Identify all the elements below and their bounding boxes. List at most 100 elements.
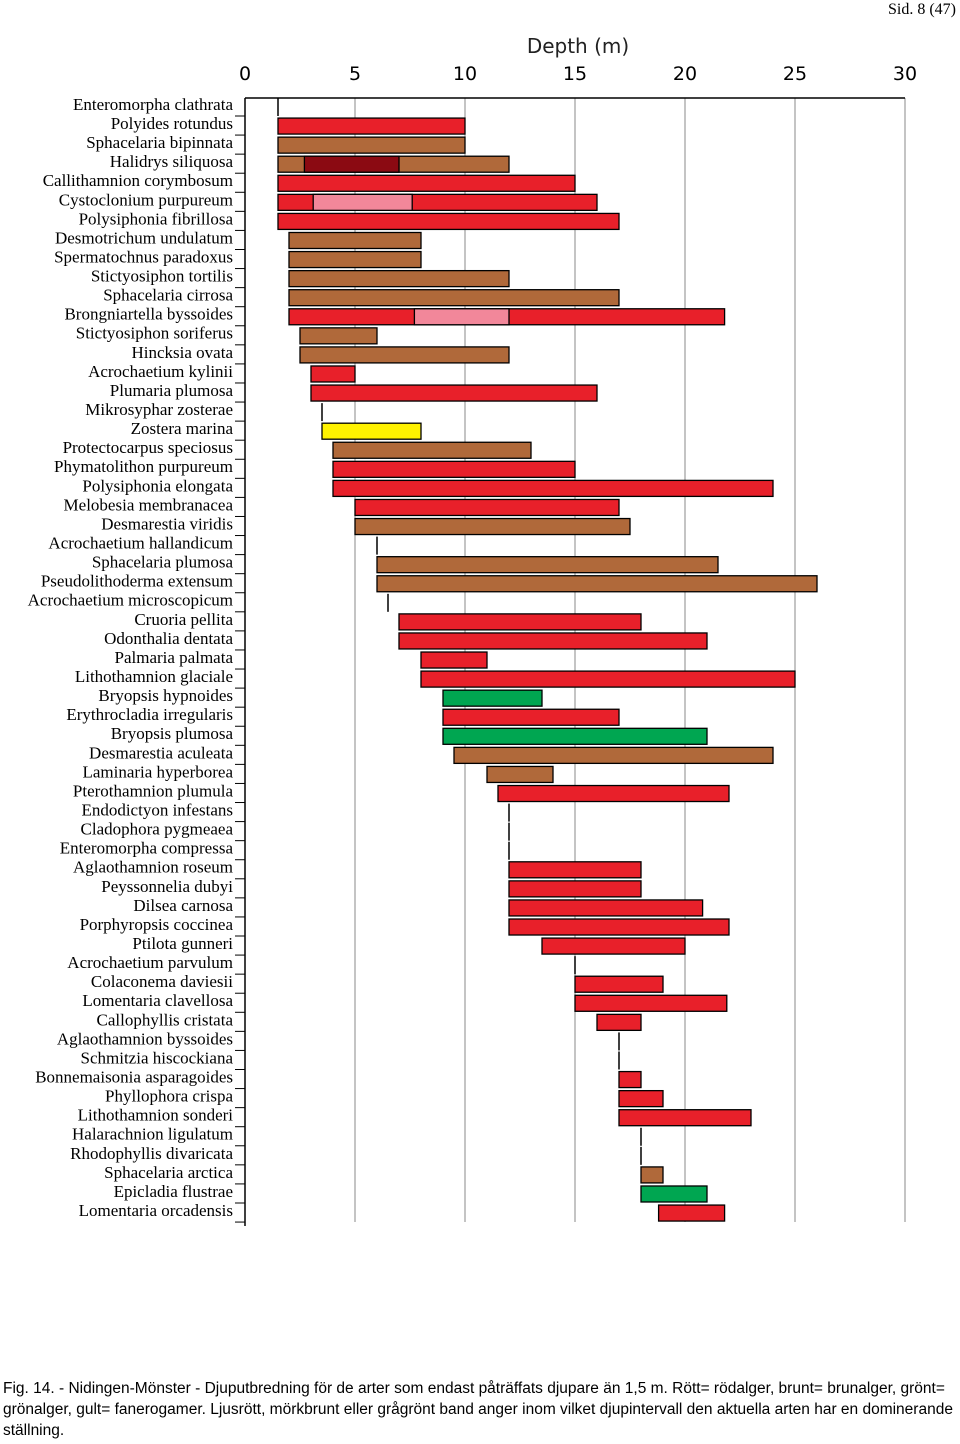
y-tick-label: Pterothamnion plumula bbox=[73, 781, 234, 800]
bar bbox=[640, 1185, 708, 1203]
x-tick-label: 10 bbox=[453, 63, 477, 85]
bar bbox=[288, 269, 510, 288]
y-tick-label: Enteromorpha compressa bbox=[60, 839, 234, 858]
bar bbox=[376, 556, 719, 574]
bar bbox=[420, 651, 488, 669]
y-tick-label: Odonthalia dentata bbox=[104, 629, 233, 648]
dominant-band bbox=[312, 193, 413, 212]
bar bbox=[288, 289, 620, 307]
y-tick-label: Hincksia ovata bbox=[132, 343, 234, 362]
y-tick-label: Brongniartella byssoides bbox=[64, 305, 233, 324]
y-tick-label: Rhodophyllis divaricata bbox=[70, 1144, 233, 1163]
y-tick-label: Acrochaetium hallandicum bbox=[48, 534, 233, 553]
bar bbox=[277, 136, 466, 154]
y-tick-label: Laminaria hyperborea bbox=[82, 762, 233, 781]
x-tick-label: 30 bbox=[893, 63, 917, 85]
bar bbox=[508, 880, 642, 898]
y-tick-label: Endodictyon infestans bbox=[81, 800, 233, 819]
y-tick-label: Colaconema daviesii bbox=[91, 972, 233, 991]
bar bbox=[277, 117, 466, 135]
y-tick-label: Phymatolithon purpureum bbox=[54, 457, 233, 476]
bar bbox=[453, 746, 774, 765]
y-tick-label: Zostera marina bbox=[131, 419, 234, 438]
y-tick-label: Acrochaetium microscopicum bbox=[28, 591, 233, 610]
bar bbox=[508, 861, 642, 879]
page-number: Sid. 8 (47) bbox=[888, 1, 956, 18]
bar bbox=[640, 1166, 664, 1184]
y-tick-label: Polysiphonia fibrillosa bbox=[79, 209, 234, 228]
bar bbox=[288, 250, 422, 269]
y-tick-label: Desmarestia aculeata bbox=[89, 743, 233, 762]
bar bbox=[541, 937, 686, 955]
bar bbox=[574, 975, 664, 993]
y-tick-label: Aglaothamnion byssoides bbox=[57, 1029, 233, 1048]
y-tick-label: Epicladia flustrae bbox=[114, 1182, 233, 1201]
bar bbox=[299, 346, 510, 364]
y-tick-label: Spermatochnus paradoxus bbox=[54, 247, 233, 266]
y-tick-label: Desmarestia viridis bbox=[101, 514, 233, 533]
x-tick-label: 5 bbox=[349, 63, 361, 85]
x-tick-label: 25 bbox=[783, 63, 807, 85]
bar bbox=[508, 899, 704, 917]
y-tick-label: Lithothamnion sonderi bbox=[78, 1106, 234, 1125]
dominant-band bbox=[303, 155, 400, 173]
y-tick-label: Porphyropsis coccinea bbox=[80, 915, 234, 934]
y-tick-label: Erythrocladia irregularis bbox=[66, 705, 233, 724]
bar bbox=[376, 575, 818, 593]
bar bbox=[354, 498, 620, 517]
bar bbox=[657, 1204, 726, 1222]
x-tick-label: 15 bbox=[563, 63, 587, 85]
bar bbox=[277, 212, 620, 231]
y-tick-label: Cruoria pellita bbox=[134, 610, 233, 629]
bar bbox=[398, 613, 642, 631]
bar bbox=[321, 422, 422, 440]
y-tick-label: Cystoclonium purpureum bbox=[59, 190, 233, 209]
y-tick-label: Callophyllis cristata bbox=[97, 1010, 234, 1029]
y-tick-label: Halidrys siliquosa bbox=[110, 152, 234, 171]
bar bbox=[508, 918, 730, 936]
caption: Fig. 14. - Nidingen-Mönster - Djuputbred… bbox=[3, 1380, 953, 1439]
y-tick-label: Callithamnion corymbosum bbox=[43, 171, 233, 190]
y-tick-label: Sphacelaria cirrosa bbox=[103, 286, 233, 305]
x-tick-label: 0 bbox=[239, 63, 251, 85]
y-tick-label: Sphacelaria plumosa bbox=[92, 553, 234, 572]
y-tick-label: Polyides rotundus bbox=[111, 114, 233, 133]
bar bbox=[310, 384, 598, 402]
y-tick-label: Mikrosyphar zosterae bbox=[85, 400, 233, 419]
y-tick-label: Ptilota gunneri bbox=[132, 934, 233, 953]
chart: Depth (m) 0 5 10 15 20 25 30 Enteromorpha clath… bbox=[28, 34, 917, 1227]
y-tick-label: Palmaria palmata bbox=[115, 648, 234, 667]
y-tick-label: Sphacelaria bipinnata bbox=[86, 133, 233, 152]
y-tick-label: Lomentaria clavellosa bbox=[82, 991, 233, 1010]
bar bbox=[310, 365, 356, 383]
y-tick-label: Acrochaetium parvulum bbox=[67, 953, 233, 972]
y-tick-label: Sphacelaria arctica bbox=[104, 1163, 233, 1182]
bar bbox=[277, 174, 576, 192]
bar bbox=[486, 765, 554, 784]
y-tick-label: Aglaothamnion roseum bbox=[73, 858, 233, 877]
y-tick-label: Stictyosiphon soriferus bbox=[76, 324, 233, 343]
bar bbox=[574, 994, 728, 1012]
y-tick-label: Bryopsis plumosa bbox=[111, 724, 234, 743]
y-tick-label: Protectocarpus speciosus bbox=[63, 438, 233, 457]
bar bbox=[442, 708, 620, 726]
y-tick-label: Acrochaetium kylinii bbox=[88, 362, 233, 381]
x-tick-label: 20 bbox=[673, 63, 697, 85]
bar bbox=[354, 517, 631, 536]
y-tick-label: Dilsea carnosa bbox=[133, 896, 233, 915]
bar bbox=[420, 670, 796, 688]
y-tick-label: Pseudolithoderma extensum bbox=[41, 572, 233, 591]
y-tick-label: Halarachnion ligulatum bbox=[72, 1125, 233, 1144]
y-tick-label: Polysiphonia elongata bbox=[82, 476, 233, 495]
dominant-band bbox=[413, 308, 510, 326]
y-tick-label: Enteromorpha clathrata bbox=[73, 95, 233, 114]
bar bbox=[618, 1109, 752, 1127]
bar bbox=[497, 784, 730, 803]
axis-title: Depth (m) bbox=[527, 34, 629, 58]
y-tick-label: Cladophora pygmeaea bbox=[81, 820, 234, 839]
y-tick-label: Lithothamnion glaciale bbox=[75, 667, 233, 686]
y-tick-label: Bryopsis hypnoides bbox=[98, 686, 233, 705]
y-tick-label: Plumaria plumosa bbox=[110, 381, 234, 400]
y-tick-label: Stictyosiphon tortilis bbox=[91, 267, 233, 286]
bar bbox=[332, 460, 576, 478]
